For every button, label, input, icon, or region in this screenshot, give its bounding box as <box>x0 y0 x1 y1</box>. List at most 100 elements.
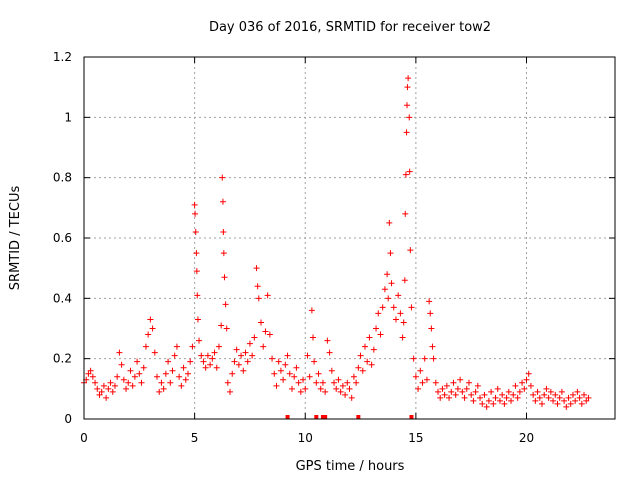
data-point <box>404 84 411 91</box>
data-point <box>448 388 455 395</box>
data-point <box>295 379 302 386</box>
data-point <box>429 343 436 350</box>
data-point <box>419 379 426 386</box>
data-point <box>319 379 326 386</box>
data-point <box>315 370 322 377</box>
data-point <box>395 292 402 299</box>
data-point <box>457 376 464 383</box>
data-point <box>479 400 486 407</box>
data-point <box>543 385 550 392</box>
data-point <box>508 397 515 404</box>
data-point <box>251 334 258 341</box>
data-point <box>158 379 165 386</box>
x-tick-labels: 0 5 10 15 20 <box>80 431 534 445</box>
y-tick-labels: 0 0.2 0.4 0.6 0.8 1 1.2 <box>53 50 72 426</box>
data-point <box>494 385 501 392</box>
data-point <box>370 346 377 353</box>
data-point <box>89 373 96 380</box>
zero-marker <box>409 415 414 419</box>
data-point <box>309 334 316 341</box>
data-point <box>359 367 366 374</box>
zero-marker <box>285 415 290 419</box>
data-point <box>131 373 138 380</box>
data-point <box>92 379 99 386</box>
data-point <box>313 379 320 386</box>
data-point <box>322 388 329 395</box>
data-point <box>198 352 205 359</box>
data-point <box>485 397 492 404</box>
data-point <box>215 343 222 350</box>
data-point <box>224 379 231 386</box>
data-point <box>118 361 125 368</box>
y-tick-label: 0.8 <box>53 171 72 185</box>
chart-title: Day 036 of 2016, SRMTID for receiver tow… <box>209 20 491 35</box>
data-point <box>331 379 338 386</box>
data-point <box>154 373 161 380</box>
data-point <box>269 355 276 362</box>
data-point <box>109 388 116 395</box>
data-point <box>407 247 414 254</box>
data-point <box>342 391 349 398</box>
data-point <box>191 201 198 208</box>
data-point <box>574 388 581 395</box>
data-point <box>94 385 101 392</box>
data-point <box>335 376 342 383</box>
data-point <box>483 403 490 410</box>
data-point <box>149 325 156 332</box>
data-point <box>521 385 528 392</box>
data-point <box>134 358 141 365</box>
data-point <box>516 388 523 395</box>
data-point <box>490 400 497 407</box>
y-tick-label: 0.6 <box>53 231 72 245</box>
data-point <box>427 310 434 317</box>
data-point <box>304 352 311 359</box>
data-point <box>333 385 340 392</box>
data-point <box>441 391 448 398</box>
data-point <box>503 394 510 401</box>
data-point <box>231 358 238 365</box>
data-point <box>390 304 397 311</box>
data-point <box>402 210 409 217</box>
data-point <box>421 355 428 362</box>
data-point <box>211 349 218 356</box>
x-tick-label: 10 <box>298 431 313 445</box>
data-point <box>229 370 236 377</box>
x-tick-label: 20 <box>519 431 534 445</box>
data-point <box>353 379 360 386</box>
data-point <box>328 367 335 374</box>
data-point <box>178 382 185 389</box>
data-point <box>202 364 209 371</box>
data-point <box>182 376 189 383</box>
data-point <box>399 334 406 341</box>
data-point <box>387 250 394 257</box>
data-point <box>100 382 107 389</box>
data-point <box>388 280 395 287</box>
data-point <box>326 349 333 356</box>
data-point <box>446 394 453 401</box>
data-point <box>293 364 300 371</box>
data-point <box>291 373 298 380</box>
data-point <box>116 349 123 356</box>
zero-marker <box>356 415 361 419</box>
data-point <box>180 364 187 371</box>
data-point <box>219 198 226 205</box>
data-point <box>474 382 481 389</box>
data-point <box>337 388 344 395</box>
data-point <box>468 391 475 398</box>
data-point <box>346 385 353 392</box>
data-point <box>254 283 261 290</box>
data-point <box>439 385 446 392</box>
data-point <box>523 376 530 383</box>
data-point <box>477 394 484 401</box>
data-point <box>408 304 415 311</box>
data-point <box>176 373 183 380</box>
data-point <box>585 394 592 401</box>
data-point <box>258 319 264 326</box>
data-point <box>565 394 572 401</box>
data-point <box>350 373 357 380</box>
data-point <box>368 361 375 368</box>
data-point <box>264 292 271 299</box>
data-point <box>156 388 163 395</box>
data-point <box>558 388 565 395</box>
